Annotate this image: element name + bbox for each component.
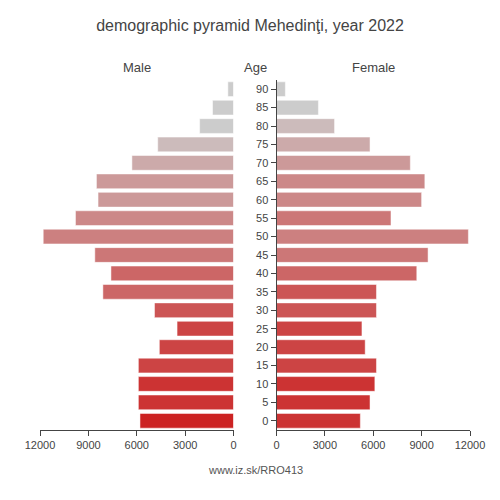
svg-text:0: 0 — [262, 415, 268, 427]
svg-text:3000: 3000 — [313, 439, 337, 451]
svg-text:demographic pyramid Mehedinţi,: demographic pyramid Mehedinţi, year 2022 — [96, 17, 404, 34]
svg-text:55: 55 — [256, 212, 268, 224]
svg-text:12000: 12000 — [455, 439, 486, 451]
svg-text:90: 90 — [256, 83, 268, 95]
svg-text:5: 5 — [262, 396, 268, 408]
svg-text:75: 75 — [256, 138, 268, 150]
svg-text:15: 15 — [256, 359, 268, 371]
svg-text:3000: 3000 — [173, 439, 197, 451]
svg-text:25: 25 — [256, 323, 268, 335]
svg-text:12000: 12000 — [25, 439, 56, 451]
svg-text:Female: Female — [352, 60, 395, 75]
svg-text:60: 60 — [256, 194, 268, 206]
svg-text:0: 0 — [230, 439, 236, 451]
svg-text:Age: Age — [244, 60, 267, 75]
svg-text:0: 0 — [273, 439, 279, 451]
svg-text:6000: 6000 — [361, 439, 385, 451]
svg-text:70: 70 — [256, 157, 268, 169]
svg-text:10: 10 — [256, 378, 268, 390]
svg-text:65: 65 — [256, 175, 268, 187]
svg-text:80: 80 — [256, 120, 268, 132]
svg-text:9000: 9000 — [76, 439, 100, 451]
svg-text:20: 20 — [256, 341, 268, 353]
svg-text:www.iz.sk/RRO413: www.iz.sk/RRO413 — [208, 464, 303, 476]
svg-text:Male: Male — [123, 60, 151, 75]
svg-text:9000: 9000 — [409, 439, 433, 451]
svg-text:6000: 6000 — [125, 439, 149, 451]
svg-text:45: 45 — [256, 249, 268, 261]
svg-text:50: 50 — [256, 230, 268, 242]
svg-text:85: 85 — [256, 101, 268, 113]
svg-text:35: 35 — [256, 286, 268, 298]
svg-text:40: 40 — [256, 267, 268, 279]
svg-text:30: 30 — [256, 304, 268, 316]
